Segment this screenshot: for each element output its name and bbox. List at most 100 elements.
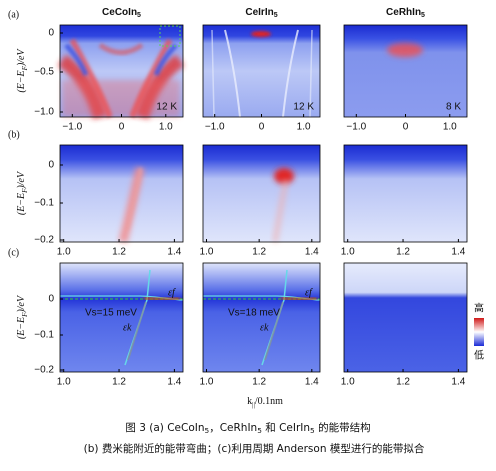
x-tick-label: 1.0 [297,122,311,133]
ef-annotation: εf [305,287,313,298]
temperature-label: 8 K [446,102,461,113]
band-feature [251,31,271,37]
x-tick-label: −1.0 [346,122,366,133]
heatmap [203,145,320,242]
colorbar-high: 高 [474,302,484,315]
x-tick-label: 0 [119,122,125,133]
ek-annotation: εk [260,322,269,333]
y-axis-label-part: F [21,65,29,71]
y-axis-label: (E−EF)/eV [16,294,28,339]
band-feature [62,80,180,117]
band-feature [64,43,89,76]
y-axis-label-part: (E−E [16,70,27,92]
band-feature [98,42,144,55]
x-tick-label: 1.4 [305,247,319,258]
x-tick-label: 1.4 [167,377,181,388]
caption-line-part: 5 [310,426,315,435]
y-tick-label: −0.1 [34,198,54,209]
band-feature [272,179,289,243]
band-feature [309,29,313,118]
panel-frame [343,262,468,373]
caption-line-part: (b) 费米能附近的能带弯曲；(c)利用周期 Anderson 模型进行的能带拟… [84,442,425,455]
panel-title-part: 5 [421,12,425,19]
x-tick-label: 1.2 [112,247,126,258]
colorbar-low: 低 [474,349,484,362]
x-axis-label: k||/0.1nm [247,396,283,408]
band-feature [274,168,294,184]
y-tick-label: −1.0 [34,107,54,118]
caption-line: (b) 费米能附近的能带弯曲；(c)利用周期 Anderson 模型进行的能带拟… [84,442,425,455]
x-tick-label: 1.0 [341,247,355,258]
panel-title-part: CeIrIn [245,7,273,18]
y-axis-label-part: (E−E [16,193,27,215]
x-tick-label: 1.2 [112,377,126,388]
y-axis-label-part: )/eV [16,47,27,67]
band-feature [282,29,299,118]
band-feature [387,43,423,57]
heatmap [203,263,320,372]
band-feature [264,301,284,361]
panel-title-part: CeRhIn [386,7,421,18]
x-axis-label-part: || [252,401,255,409]
panel-label: (c) [8,247,19,258]
x-tick-label: 1.0 [200,247,214,258]
x-tick-label: 1.2 [396,377,410,388]
band-feature [224,29,241,118]
band-feature [153,43,178,76]
band-feature [280,296,318,301]
panel-title: CeRhIn5 [386,7,425,19]
y-tick-label: −0.2 [34,365,54,376]
band-feature [125,167,143,231]
panel-frame [202,262,321,373]
x-tick-label: −1.0 [62,122,82,133]
vs-annotation: Vs=18 meV [228,308,280,319]
x-tick-label: 1.2 [396,247,410,258]
x-tick-label: 1.0 [57,247,71,258]
y-tick-label: −0.1 [34,330,54,341]
x-tick-label: 1.0 [200,377,214,388]
x-tick-label: 1.0 [159,122,173,133]
band-feature [211,29,215,118]
x-tick-label: 1.0 [57,377,71,388]
panel-label: (a) [8,9,19,20]
x-tick-label: 1.4 [451,247,465,258]
caption-line-part: 的能带结构 [315,421,371,434]
x-axis-label-part: k [247,396,252,407]
caption-line-part: 和 CeIrIn [262,422,310,434]
heatmap [203,25,320,117]
panel-frame [202,144,321,243]
x-tick-label: 1.4 [451,377,465,388]
y-tick-label: 0 [48,160,54,171]
caption-line-part: ，CeRhIn [209,422,257,434]
y-axis-label-part: F [21,188,29,194]
x-tick-label: 1.2 [252,247,266,258]
band-feature [127,301,147,361]
ef-annotation: εf [168,287,176,298]
panel-frame [59,262,184,373]
x-tick-label: 1.2 [252,377,266,388]
y-tick-label: −0.5 [34,67,54,78]
highlight-box [159,25,181,47]
heatmap [344,145,467,242]
panel-frame [343,144,468,243]
temperature-label: 12 K [156,102,177,113]
y-tick-label: −0.2 [34,235,54,246]
y-tick-label: 0 [48,28,54,39]
vs-annotation: Vs=15 meV [85,308,137,319]
panel-title-part: 5 [274,12,278,19]
caption-line-part: 5 [257,426,262,435]
y-axis-label-part: (E−E [16,317,27,339]
y-axis-label: (E−EF)/eV [16,170,28,215]
x-tick-label: 1.4 [305,377,319,388]
x-tick-label: 0 [259,122,265,133]
caption-line-part: 图 3 (a) CeCoIn [125,422,204,434]
panel-frame [59,144,184,243]
panel-title: CeCoIn5 [102,7,141,19]
colorbar [474,318,484,346]
panel-title-part: CeCoIn [102,7,137,18]
x-tick-label: 1.0 [341,377,355,388]
y-axis-label: (E−EF)/eV [16,47,28,92]
x-tick-label: −1.0 [205,122,225,133]
x-tick-label: 0 [403,122,409,133]
ek-annotation: εk [123,322,132,333]
